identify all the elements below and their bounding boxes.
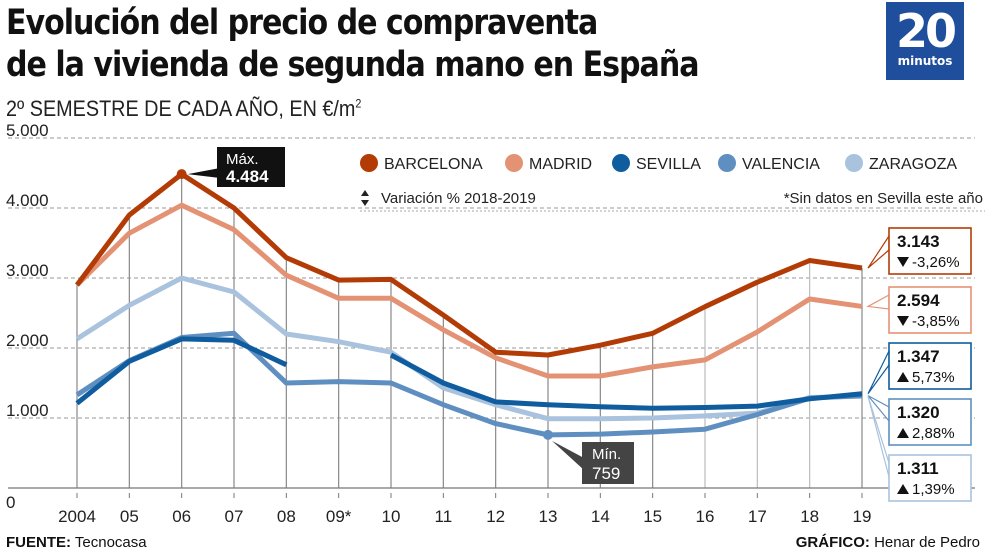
legend: BARCELONA MADRID SEVILLA VALENCIA ZARAGOZA Va… — [360, 154, 985, 212]
source-label: FUENTE: — [6, 534, 71, 551]
end-label-box — [888, 342, 972, 390]
up-arrow-icon — [897, 372, 909, 382]
series-lines — [74, 171, 863, 438]
min-callout-pointer — [552, 440, 584, 470]
logo-word: minutos — [897, 54, 953, 68]
end-label-value: 2.594 — [897, 291, 940, 310]
y-tick-label: 3.000 — [6, 261, 49, 280]
title-line-2: de la vivienda de segunda mano en España — [6, 45, 700, 85]
annotations: Máx.4.484 Mín.759 — [176, 147, 634, 484]
end-label-value: 1.320 — [897, 403, 940, 422]
y-tick-label: 4.000 — [6, 191, 49, 210]
y-tick-label: 1.000 — [6, 401, 49, 420]
x-tick-label: 15 — [643, 507, 662, 526]
min-callout-value: 759 — [592, 464, 620, 483]
end-label-value: 3.143 — [897, 232, 940, 251]
series-line-madrid — [75, 202, 863, 379]
x-tick-label: 11 — [435, 507, 453, 526]
logo-number: 20 — [895, 4, 957, 58]
series-line-valencia — [75, 330, 863, 438]
min-point-marker — [543, 429, 553, 440]
end-label-change: 1,39% — [912, 481, 955, 498]
legend-label-zaragoza: ZARAGOZA — [869, 156, 957, 173]
series-line-sevilla — [75, 336, 288, 406]
end-label-change: -3,85% — [912, 313, 960, 330]
end-label-pointer — [867, 233, 890, 269]
max-callout-label: Máx. — [226, 151, 259, 168]
y-tick-label: 0 — [6, 493, 15, 512]
x-tick-label: 16 — [696, 507, 715, 526]
y-axis-ticks: 0 1.000 2.000 3.000 4.000 5.000 — [6, 121, 49, 512]
graphic-value: Henar de Pedro — [874, 534, 980, 551]
end-label-value: 1.311 — [897, 459, 939, 478]
x-tick-label: 06 — [172, 507, 191, 526]
legend-swatch-zaragoza — [845, 154, 863, 172]
max-callout-value: 4.484 — [226, 167, 269, 186]
max-callout-pointer — [187, 168, 220, 178]
legend-label-sevilla: SEVILLA — [636, 156, 701, 173]
brand-logo: 20 minutos — [886, 2, 964, 80]
down-triangle-icon — [361, 200, 369, 206]
graphic-label: GRÁFICO: — [795, 534, 870, 551]
chart-title: Evolución del precio de compraventa de l… — [6, 2, 700, 86]
x-tick-label: 08 — [277, 507, 296, 526]
footnote-sevilla: *Sin datos en Sevilla este año — [784, 190, 983, 207]
legend-label-madrid: MADRID — [529, 156, 592, 173]
title-line-1: Evolución del precio de compraventa — [6, 3, 598, 43]
end-label-value: 1.347 — [897, 347, 940, 366]
legend-label-barcelona: BARCELONA — [384, 156, 483, 173]
source-credit: FUENTE: Tecnocasa — [6, 534, 147, 551]
legend-swatch-madrid — [505, 154, 523, 172]
source-value: Tecnocasa — [74, 534, 147, 551]
x-tick-label: 10 — [382, 507, 401, 526]
x-tick-label: 07 — [225, 507, 244, 526]
max-callout-box — [217, 147, 285, 187]
end-labels: 3.143 -3,26% 2.594 -3,85% 1.347 5,73% 1.320 2,8… — [866, 227, 972, 502]
x-axis-ticks: 2004 05 06 07 08 09* 10 11 12 13 14 15 16 17 18 19 — [58, 493, 871, 526]
series-line-zaragoza — [75, 275, 863, 422]
series-line-sevilla — [389, 352, 863, 411]
x-tick-label: 12 — [486, 507, 505, 526]
x-tick-label: 05 — [120, 507, 139, 526]
year-vertical-lines — [76, 174, 863, 488]
up-arrow-icon — [897, 428, 909, 438]
graphic-credit: GRÁFICO: Henar de Pedro — [796, 534, 980, 551]
min-callout-box — [582, 442, 634, 484]
subtitle-superscript: 2 — [355, 96, 362, 111]
end-label-change: 2,88% — [912, 425, 955, 442]
end-label-change: 5,73% — [912, 369, 955, 386]
chart-subtitle: 2º SEMESTRE DE CADA AÑO, EN €/m2 — [6, 96, 361, 122]
up-triangle-icon — [361, 190, 369, 196]
legend-swatch-valencia — [718, 154, 736, 172]
x-tick-label: 2004 — [58, 507, 96, 526]
up-arrow-icon — [897, 484, 909, 494]
y-tick-label: 5.000 — [6, 121, 49, 140]
x-tick-label: 18 — [800, 507, 819, 526]
max-point-marker — [176, 169, 187, 180]
y-tick-label: 2.000 — [6, 331, 49, 350]
end-label-pointer — [866, 293, 890, 310]
x-tick-label: 17 — [748, 507, 767, 526]
x-tick-label: 14 — [591, 507, 610, 526]
gridlines — [8, 137, 975, 419]
min-callout-label: Mín. — [592, 446, 621, 463]
legend-swatch-barcelona — [360, 154, 378, 172]
variation-note: Variación % 2018-2019 — [381, 190, 536, 207]
legend-label-valencia: VALENCIA — [742, 156, 820, 173]
x-tick-label: 13 — [539, 507, 558, 526]
end-label-pointer — [867, 350, 890, 395]
x-tick-label: 19 — [853, 507, 872, 526]
legend-swatch-sevilla — [612, 154, 630, 172]
end-label-change: -3,26% — [912, 254, 960, 271]
subtitle-text: 2º SEMESTRE DE CADA AÑO, EN €/m — [6, 96, 356, 121]
down-arrow-icon — [897, 257, 909, 267]
x-tick-label: 09* — [326, 507, 352, 526]
series-line-barcelona — [74, 171, 863, 358]
down-arrow-icon — [897, 316, 909, 326]
